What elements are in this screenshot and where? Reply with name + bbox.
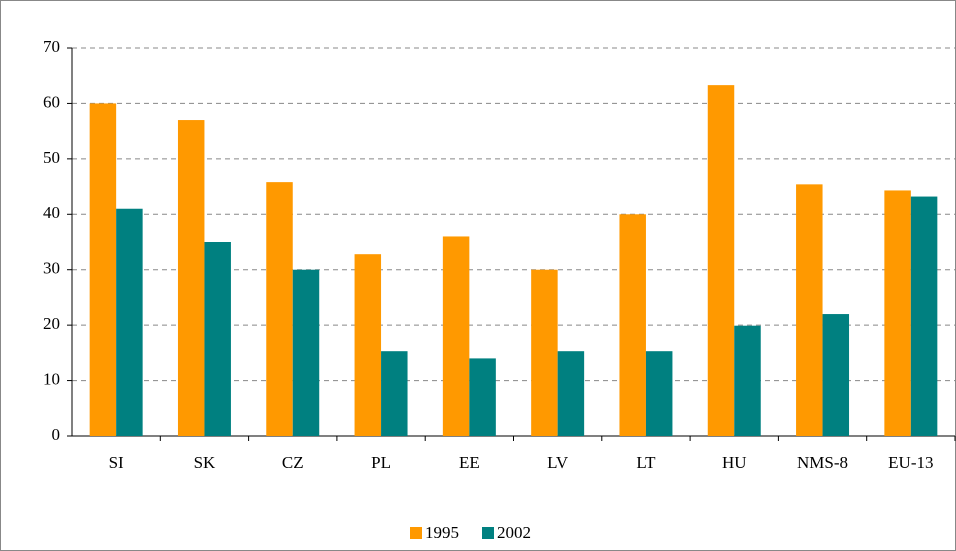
- x-tick-label: PL: [371, 453, 391, 472]
- x-tick-label: NMS-8: [797, 453, 848, 472]
- x-tick-label: LT: [636, 453, 656, 472]
- x-tick-label: SK: [194, 453, 216, 472]
- bar: [89, 103, 117, 436]
- x-tick-label: HU: [722, 453, 747, 472]
- bar: [822, 314, 850, 436]
- legend-label: 2002: [497, 523, 531, 542]
- bar: [707, 85, 735, 436]
- x-tick-label: CZ: [282, 453, 304, 472]
- legend-swatch: [410, 527, 422, 539]
- legend-label: 1995: [425, 523, 459, 542]
- bar: [734, 325, 761, 436]
- y-tick-label: 70: [43, 37, 60, 56]
- x-tick-label: SI: [109, 453, 124, 472]
- legend-swatch: [482, 527, 494, 539]
- x-tick-label: LV: [547, 453, 569, 472]
- bar: [266, 182, 293, 436]
- y-tick-label: 30: [43, 259, 60, 278]
- y-tick-label: 20: [43, 314, 60, 333]
- y-tick-label: 50: [43, 148, 60, 167]
- bar: [645, 351, 673, 436]
- bar: [557, 351, 585, 436]
- y-tick-label: 40: [43, 203, 60, 222]
- y-tick-label: 60: [43, 92, 60, 111]
- bar: [884, 190, 911, 436]
- y-tick-label: 10: [43, 369, 60, 388]
- x-tick-label: EU-13: [888, 453, 933, 472]
- bar: [442, 236, 470, 436]
- bar: [619, 214, 646, 436]
- y-tick-label: 0: [52, 425, 61, 444]
- x-tick-label: EE: [459, 453, 480, 472]
- bar: [177, 120, 205, 437]
- bar: [531, 269, 558, 436]
- bar: [381, 351, 408, 436]
- bar: [292, 269, 320, 436]
- bar: [796, 184, 823, 436]
- bar: [469, 358, 496, 436]
- bar: [354, 254, 382, 436]
- bar: [204, 242, 231, 436]
- bar: [910, 196, 938, 436]
- bar: [116, 208, 143, 436]
